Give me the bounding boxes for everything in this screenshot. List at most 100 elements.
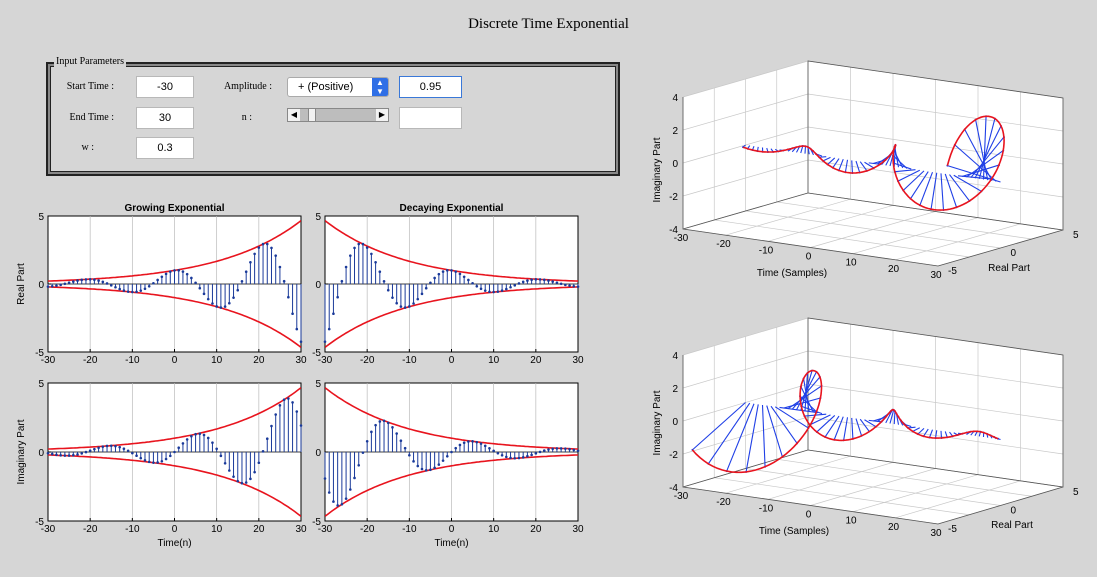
stem-point [454,270,458,273]
stem-point [547,279,550,282]
stem-line [843,417,849,441]
stem-line [864,419,877,428]
stem-point [185,272,189,276]
stem-point [555,447,559,450]
stem-point [93,278,96,282]
stem-point [101,445,105,448]
slider-thumb[interactable] [308,109,317,121]
axis-edge [682,228,1064,267]
x-tick-label: -10 [125,355,140,366]
stem-point [412,460,415,463]
stem-point [542,449,546,452]
amplitude-sign-selected: + (Positive) [298,81,354,93]
stem-point [416,297,420,301]
start-time-input[interactable]: -30 [136,76,194,98]
n-slider[interactable]: ◀ ▶ [287,108,389,122]
slider-left-arrow-icon[interactable]: ◀ [288,109,300,121]
stem-point [291,312,294,315]
stem-point [147,284,151,288]
stem-point [370,252,373,256]
stem-point [139,456,143,460]
stem-point [323,477,327,480]
x-tick-label: -20 [83,524,98,535]
stem-point [105,282,109,285]
z-tick-label: -2 [669,450,678,461]
stem-point [291,401,294,404]
end-time-label: End Time : [69,112,114,123]
n-value-input[interactable] [399,107,462,129]
stem-point [509,285,512,289]
stem-point [462,441,466,445]
stem-point [76,279,79,282]
z-tick-label: 4 [672,93,678,104]
stem-line [809,414,831,426]
stem-point [408,305,411,308]
stem-point [177,446,181,450]
x-axis-label: Time(n) [157,538,191,549]
stem-line [889,409,895,424]
slider-right-arrow-icon[interactable]: ▶ [376,109,388,121]
stem-point [564,283,567,287]
stem-point [479,442,483,445]
stem-point [76,453,79,456]
chevron-up-down-icon[interactable]: ▲ ▼ [372,78,388,96]
x-tick-label: -30 [674,233,689,244]
stem-line [783,397,821,409]
stem-plot-growing-real: -30 -20 -10 0 10 20 30 -5 0 5 Growing Exponential R… [16,203,307,366]
x-tick-label: -30 [318,355,333,366]
stem-point [168,454,172,458]
stem-point [408,453,411,457]
w-input[interactable]: 0.3 [136,137,194,159]
stem-line [893,411,896,425]
stem-point [416,464,420,468]
stem-point [429,468,432,472]
stem-point [278,265,282,269]
stem-point [395,301,398,305]
end-time-input[interactable]: 30 [136,107,194,129]
amplitude-value-input[interactable]: 0.95 [399,76,462,98]
stem-point [526,279,529,282]
stem-point [152,461,155,464]
plot-title: Growing Exponential [124,203,224,214]
stem-point [126,290,130,293]
stem-point [559,282,563,286]
stem-point [109,444,113,448]
amplitude-sign-select[interactable]: + (Positive) ▲ ▼ [287,77,389,97]
y-tick-label: 5 [1073,487,1079,498]
stem-line [953,174,982,192]
z-axis-label: Imaginary Part [652,390,663,455]
stem-point [530,278,533,282]
x-tick-label: 10 [488,355,500,366]
stem-point [344,497,348,500]
stem-point [576,449,580,453]
y-axis-label: Real Part [16,263,27,305]
lower-envelope-line [48,286,301,349]
y-tick-label: 5 [1073,230,1079,241]
stem-point [295,327,299,331]
stem-point [122,447,126,451]
x-tick-label: 10 [211,524,223,535]
stem-point [521,456,525,459]
stem-point [215,447,218,451]
stem-point [467,278,470,282]
stem-point [530,453,533,457]
stem-line [851,160,853,173]
stem-plot-decaying-imag: -30 -20 -10 0 10 20 30 -5 0 5 Time(n) [312,379,584,549]
stem-point [282,398,286,402]
x-tick-label: -10 [759,503,774,514]
stem-point [336,295,339,299]
stem-line [800,386,814,413]
stem-point [437,272,441,276]
y-tick-label: 0 [1011,506,1017,517]
stem-point [483,444,487,448]
stem-point [323,340,327,344]
stem-point [97,446,100,450]
stem-point [185,438,189,441]
y-tick-label: -5 [312,348,321,359]
stem-point [327,327,331,331]
y-tick-label: 0 [38,448,44,459]
stem-point [370,430,373,434]
stem-point [437,463,441,466]
stem-point [517,456,521,460]
